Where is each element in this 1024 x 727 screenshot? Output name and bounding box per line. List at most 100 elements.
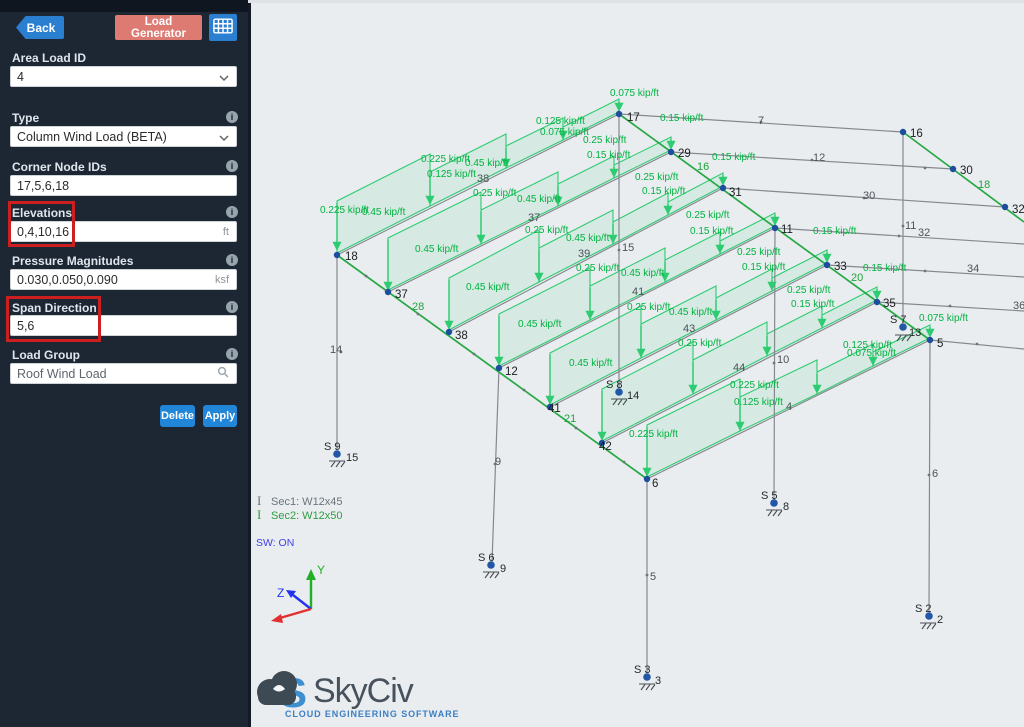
load-label: 0.075 kip/ft: [847, 348, 896, 359]
span-direction-field[interactable]: [10, 315, 237, 336]
load-generator-button[interactable]: Load Generator: [115, 15, 202, 40]
member-label: 15: [622, 242, 634, 254]
load-arrows: [332, 101, 935, 477]
load-label: 0.25 kip/ft: [576, 263, 620, 274]
support-node-label: 9: [500, 563, 506, 575]
support-node-label: 13: [909, 327, 921, 339]
load-label: 0.25 kip/ft: [678, 338, 722, 349]
load-label: 0.15 kip/ft: [690, 226, 734, 237]
member-label: 4: [786, 401, 792, 413]
legend-sec2: Sec2: W12x50: [271, 510, 343, 522]
member-label: 6: [932, 468, 938, 480]
node-label: 38: [455, 330, 468, 342]
load-label: 0.45 kip/ft: [669, 307, 713, 318]
member-label: 41: [632, 286, 644, 298]
section2-icon: I: [257, 507, 261, 522]
node-label: 5: [937, 338, 943, 350]
load-group-field[interactable]: [10, 363, 237, 384]
node-label: 35: [883, 298, 896, 310]
member-label: 44: [733, 362, 745, 374]
logo-bird: [273, 685, 285, 692]
pressure-magnitudes-input[interactable]: [17, 272, 230, 287]
support-node: [899, 323, 907, 331]
node-label: 17: [627, 112, 640, 124]
section1-icon: I: [257, 493, 261, 508]
structure-canvas[interactable]: 0.075 kip/ft 0.15 kip/ft 0.125 kip/ft 0.…: [248, 0, 1024, 727]
legend-sec1: Sec1: W12x45: [271, 496, 343, 508]
delete-button[interactable]: Delete: [160, 405, 195, 427]
y-axis-arrow: [306, 569, 316, 580]
load-label: 0.225 kip/ft: [320, 205, 369, 216]
viewport-top-strip: [248, 0, 1024, 3]
member-label: 10: [777, 354, 789, 366]
member-label: 32: [918, 227, 930, 239]
pressure-magnitudes-field[interactable]: ksf: [10, 269, 237, 290]
support-label: S 3: [634, 664, 651, 676]
apply-button[interactable]: Apply: [203, 405, 237, 427]
support-label: S 5: [761, 490, 778, 502]
load-label: 0.25 kip/ft: [787, 285, 831, 296]
member-label: 21: [564, 413, 576, 425]
support-node-label: 2: [937, 614, 943, 626]
node-label: 30: [960, 165, 973, 177]
span-direction-input[interactable]: [17, 318, 230, 333]
skyciv-logo: S SkyCiv CLOUD ENGINEERING SOFTWARE: [257, 669, 459, 719]
section-legend: I Sec1: W12x45 I Sec2: W12x50 SW: ON: [256, 493, 343, 549]
corner-node-ids-field[interactable]: [10, 175, 237, 196]
supports: S 9 15 S 6 9 S 3 3 S 8 14 S 5 8: [324, 314, 943, 691]
self-weight-status: SW: ON: [256, 537, 294, 549]
load-label: 0.15 kip/ft: [587, 150, 631, 161]
corner-node-ids-label: Corner Node IDs: [12, 160, 107, 174]
member-label: 43: [683, 323, 695, 335]
load-label: 0.45 kip/ft: [517, 194, 561, 205]
load-label: 0.45 kip/ft: [621, 268, 665, 279]
load-group-info-icon[interactable]: i: [226, 348, 238, 360]
support-node: [333, 450, 341, 458]
load-label: 0.25 kip/ft: [525, 225, 569, 236]
table-grid-button[interactable]: [209, 14, 237, 41]
load-label: 0.15 kip/ft: [660, 113, 704, 124]
elevations-info-icon[interactable]: i: [226, 206, 238, 218]
support-label: S 9: [324, 441, 341, 453]
load-generator-panel: Back Load Generator Area Load ID 4 Type …: [0, 0, 248, 727]
support-label: S 2: [915, 603, 932, 615]
load-label: 0.45 kip/ft: [518, 319, 562, 330]
load-label: 0.15 kip/ft: [791, 299, 835, 310]
support-node-label: 14: [627, 390, 639, 402]
load-label: 0.225 kip/ft: [421, 154, 470, 165]
span-direction-info-icon[interactable]: i: [226, 301, 238, 313]
load-label: 0.15 kip/ft: [863, 263, 907, 274]
support-node: [615, 388, 623, 396]
member-label: 7: [758, 115, 764, 127]
load-group-input[interactable]: [17, 366, 230, 381]
support-label: S 8: [606, 379, 623, 391]
load-label: 0.125 kip/ft: [734, 397, 783, 408]
back-button[interactable]: Back: [16, 16, 64, 39]
area-load-id-select[interactable]: 4: [10, 66, 237, 87]
load-label: 0.075 kip/ft: [919, 313, 968, 324]
pressure-magnitudes-label: Pressure Magnitudes: [12, 254, 134, 268]
node-label: 12: [505, 366, 518, 378]
node-label: 29: [678, 148, 691, 160]
fixed-support-icon: [919, 622, 937, 630]
fixed-support-icon: [328, 460, 346, 468]
support-node: [925, 612, 933, 620]
load-label: 0.45 kip/ft: [466, 282, 510, 293]
pressure-magnitudes-info-icon[interactable]: i: [226, 254, 238, 266]
load-group-label: Load Group: [12, 348, 80, 362]
y-axis-label: Y: [317, 563, 325, 577]
type-info-icon[interactable]: i: [226, 111, 238, 123]
elevations-field[interactable]: ft: [10, 221, 237, 242]
corner-node-ids-input[interactable]: [17, 178, 230, 193]
load-label: 0.25 kip/ft: [737, 247, 781, 258]
corner-node-ids-info-icon[interactable]: i: [226, 160, 238, 172]
type-select[interactable]: Column Wind Load (BETA): [10, 126, 237, 147]
node-label: 16: [910, 128, 923, 140]
load-label: 0.075 kip/ft: [540, 127, 589, 138]
model-viewport[interactable]: 0.075 kip/ft 0.15 kip/ft 0.125 kip/ft 0.…: [248, 0, 1024, 727]
elevations-input[interactable]: [17, 224, 230, 239]
load-labels: 0.075 kip/ft 0.15 kip/ft 0.125 kip/ft 0.…: [320, 88, 968, 440]
member-label: 12: [813, 152, 825, 164]
table-grid-icon: [213, 18, 233, 37]
